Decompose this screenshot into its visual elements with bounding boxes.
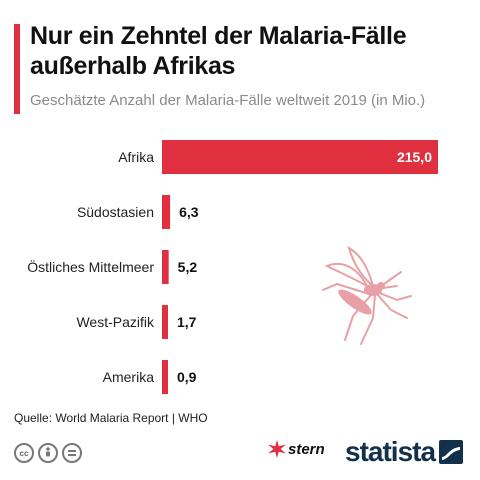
bar-2	[162, 250, 169, 284]
chart-title: Nur ein Zehntel der Malaria-Fälle außerh…	[30, 22, 407, 80]
value-label-2: 5,2	[178, 259, 198, 275]
value-label-1: 6,3	[179, 204, 199, 220]
chart-subtitle: Geschätzte Anzahl der Malaria-Fälle welt…	[30, 92, 426, 109]
category-label-1: Südostasien	[77, 204, 154, 220]
stern-wordmark: stern	[288, 440, 325, 458]
bar-4	[162, 360, 168, 394]
by-icon[interactable]	[38, 443, 58, 463]
stern-logo[interactable]: stern	[268, 440, 325, 458]
category-label-0: Afrika	[118, 149, 154, 165]
statista-logo[interactable]: statista	[345, 436, 464, 468]
mosquito-icon	[322, 245, 412, 345]
value-label-0: 215,0	[397, 149, 432, 165]
source-note: Quelle: World Malaria Report | WHO	[14, 411, 208, 425]
nd-icon[interactable]	[62, 443, 82, 463]
value-label-4: 0,9	[177, 369, 197, 385]
title-accent-bar	[14, 24, 20, 114]
bar-3	[162, 305, 168, 339]
bar-0	[162, 140, 438, 174]
cc-icon[interactable]: cc	[14, 443, 34, 463]
value-label-3: 1,7	[177, 314, 197, 330]
category-label-3: West-Pazifik	[76, 314, 155, 330]
stern-star-icon	[268, 440, 286, 458]
statista-wordmark: statista	[345, 436, 436, 467]
category-label-2: Östliches Mittelmeer	[27, 258, 154, 275]
bar-1	[162, 195, 171, 229]
license-icons: cc	[14, 443, 82, 463]
category-label-4: Amerika	[103, 369, 155, 385]
statista-flag-icon	[439, 440, 464, 464]
